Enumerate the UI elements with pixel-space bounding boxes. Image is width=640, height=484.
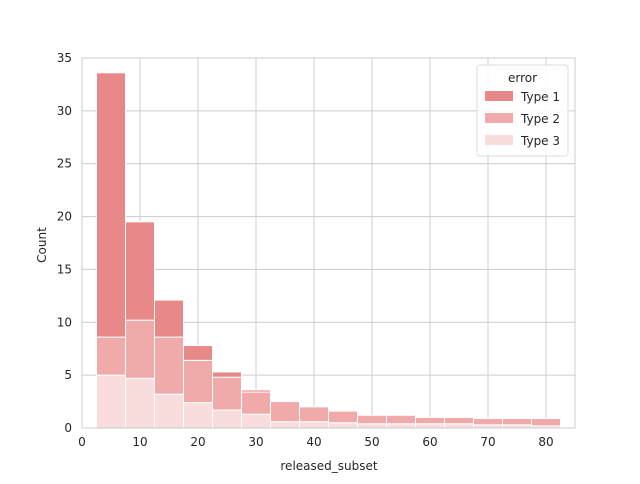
bar-type-2-5 <box>96 336 126 376</box>
legend-label-type-1: Type 1 <box>520 90 560 104</box>
plot-frame <box>81 57 576 429</box>
bar-type-2-20 <box>183 359 213 404</box>
bar-type-2-65 <box>444 416 474 425</box>
y-tick-label: 0 <box>64 421 72 435</box>
bar-type-2-25 <box>212 376 242 411</box>
bar-type-3-60 <box>415 423 445 429</box>
y-tick-label: 15 <box>57 262 72 276</box>
bar-type-3-65 <box>444 423 474 429</box>
bar-type-2-10 <box>125 319 155 379</box>
y-axis-label: Count <box>35 227 49 263</box>
x-tick-label: 10 <box>132 435 147 449</box>
bar-type-2-50 <box>357 414 387 425</box>
bar-type-1-30 <box>241 389 271 393</box>
legend-title: error <box>508 71 537 85</box>
bar-type-2-45 <box>328 410 358 424</box>
bar-type-3-55 <box>386 423 416 429</box>
x-tick-label: 70 <box>480 435 495 449</box>
bar-type-3-40 <box>299 421 329 429</box>
legend-swatch-type-1 <box>485 91 513 101</box>
bar-type-1-5 <box>96 72 126 338</box>
bar-type-1-20 <box>183 345 213 361</box>
legend-box <box>476 64 569 157</box>
y-tick-label: 25 <box>57 157 72 171</box>
x-tick-label: 30 <box>248 435 263 449</box>
bar-type-2-15 <box>154 336 184 395</box>
bar-type-2-70 <box>473 417 503 426</box>
bar-type-2-80 <box>531 417 561 427</box>
x-tick-label: 50 <box>364 435 379 449</box>
bar-type-3-30 <box>241 413 271 429</box>
y-tick-label: 10 <box>57 315 72 329</box>
legend-label-type-2: Type 2 <box>520 112 560 126</box>
bar-type-1-10 <box>125 221 155 321</box>
bar-type-2-60 <box>415 416 445 425</box>
legend-swatch-type-3 <box>485 135 513 145</box>
y-tick-label: 5 <box>64 368 72 382</box>
x-tick-label: 40 <box>306 435 321 449</box>
y-tick-label: 20 <box>57 210 72 224</box>
bar-type-2-35 <box>270 401 300 423</box>
bar-type-3-5 <box>96 374 126 429</box>
bar-type-3-10 <box>125 377 155 429</box>
bar-type-2-55 <box>386 414 416 425</box>
x-axis-label: released_subset <box>280 459 377 473</box>
y-tick-label: 30 <box>57 104 72 118</box>
legend-label-type-3: Type 3 <box>520 134 560 148</box>
bar-type-1-15 <box>154 299 184 338</box>
bar-type-3-35 <box>270 421 300 429</box>
bar-type-3-20 <box>183 402 213 429</box>
bar-type-2-75 <box>502 417 532 426</box>
bar-type-1-25 <box>212 371 242 378</box>
legend: error Type 1 Type 2 Type 3 <box>476 64 569 157</box>
bar-type-3-45 <box>328 422 358 429</box>
x-tick-label: 60 <box>422 435 437 449</box>
bar-type-3-25 <box>212 409 242 429</box>
x-tick-label: 80 <box>538 435 553 449</box>
x-tick-label: 20 <box>190 435 205 449</box>
bar-type-2-40 <box>299 406 329 423</box>
x-tick-label: 0 <box>78 435 86 449</box>
bar-type-3-15 <box>154 393 184 429</box>
legend-swatch-type-2 <box>485 113 513 123</box>
bar-type-2-30 <box>241 391 271 415</box>
bar-type-3-50 <box>357 423 387 429</box>
y-tick-label: 35 <box>57 51 72 65</box>
